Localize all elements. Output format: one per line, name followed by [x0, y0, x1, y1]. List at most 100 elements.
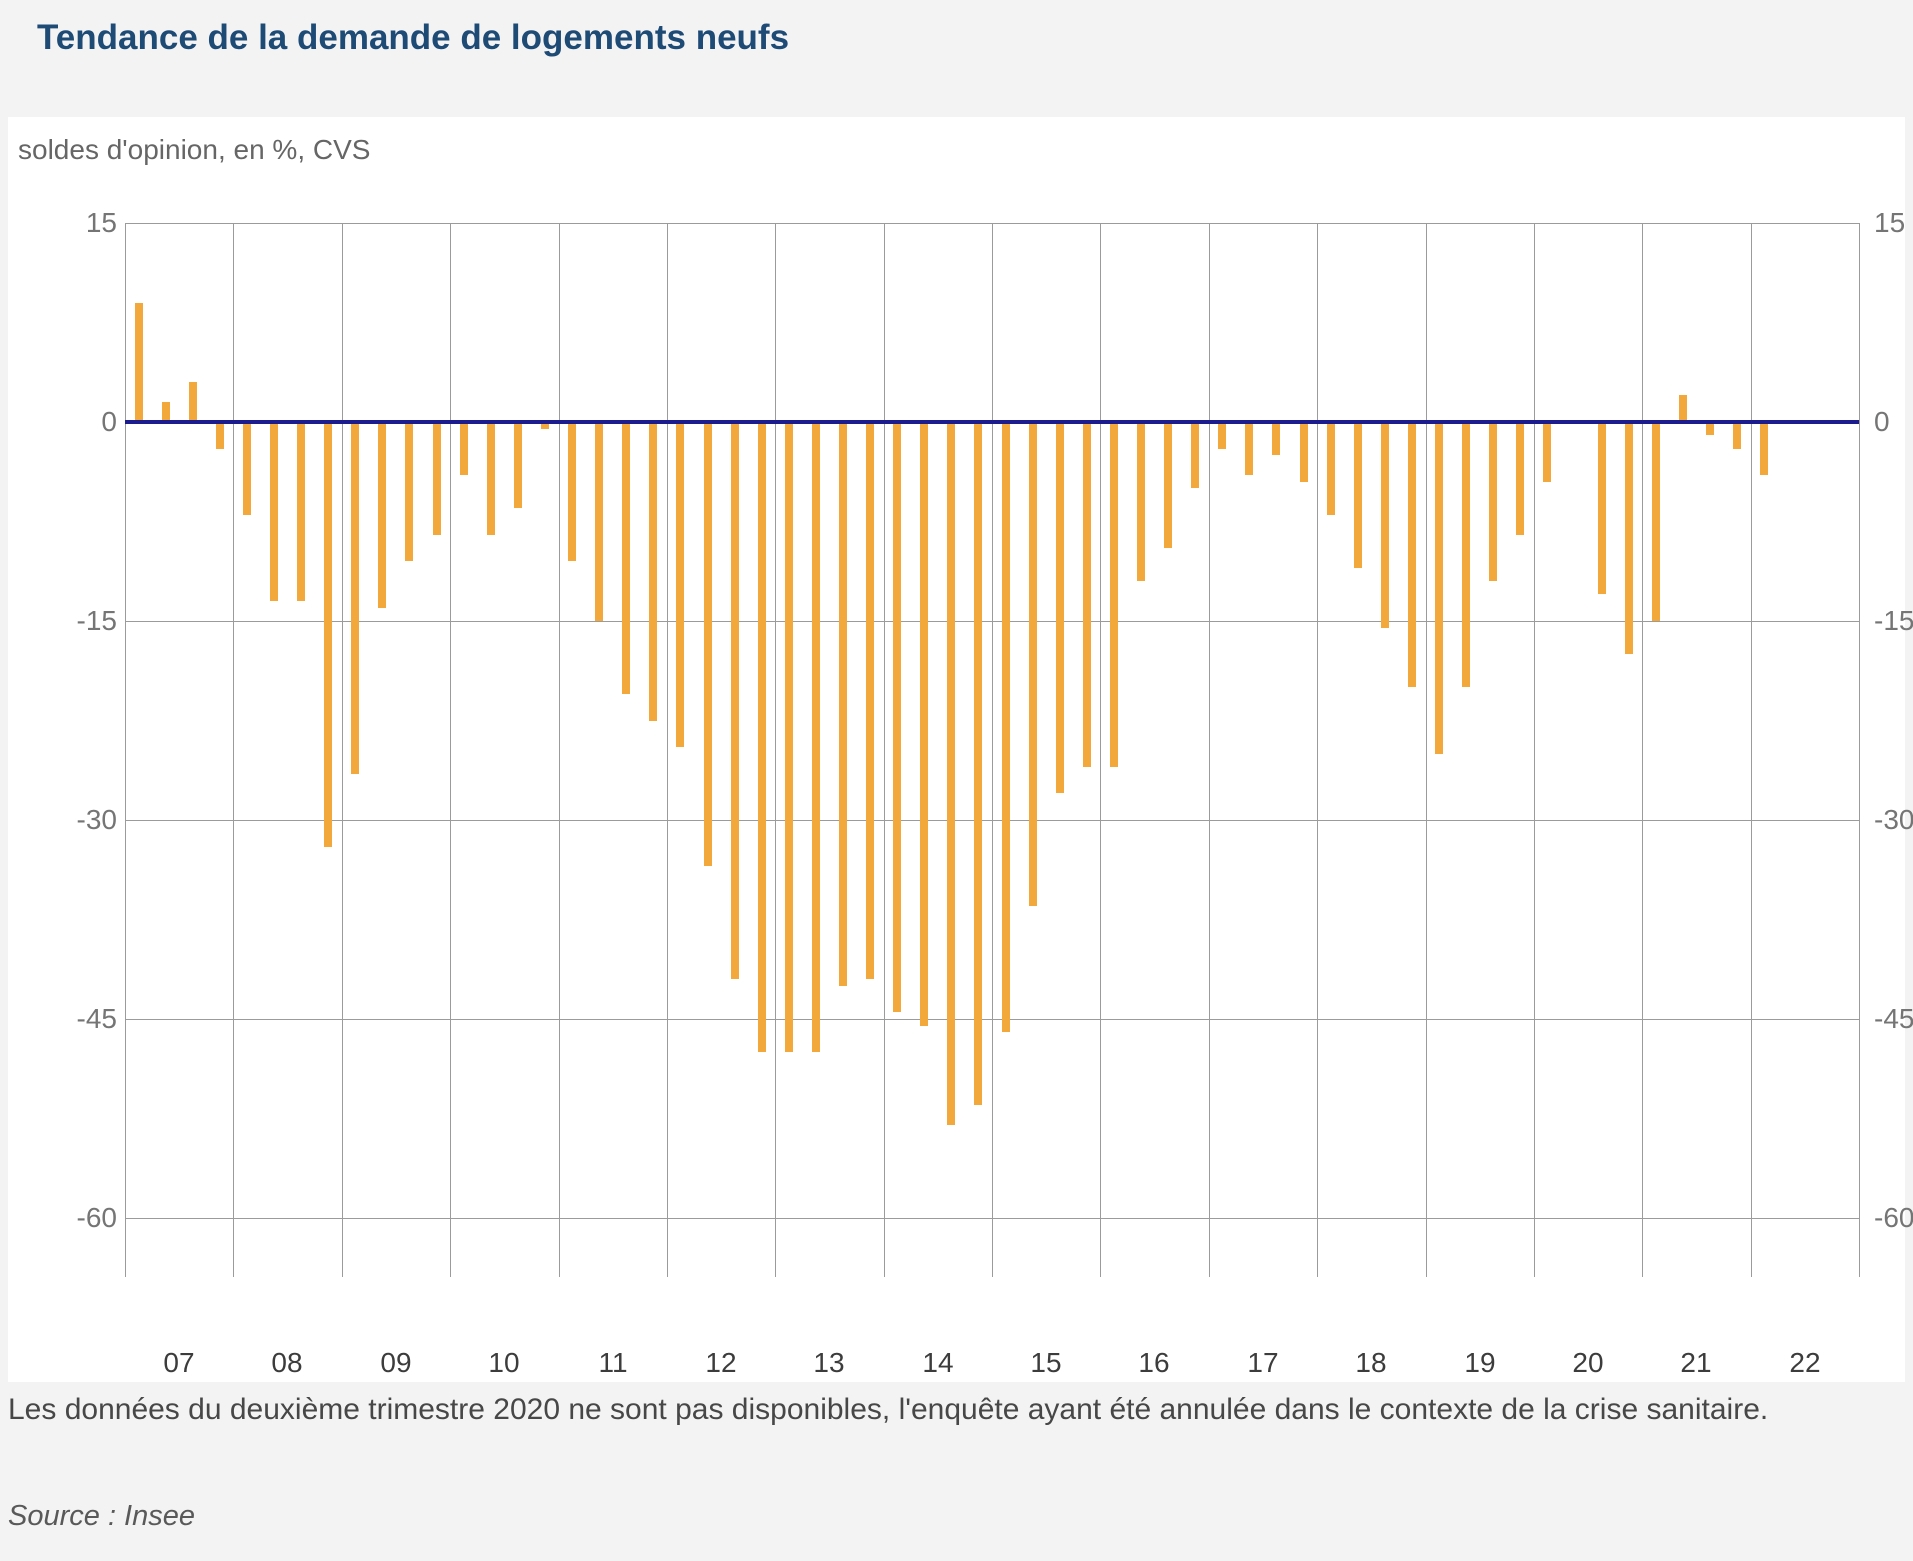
bar-2021-q1: [1652, 422, 1660, 621]
x-axis-label-20: 20: [1572, 1347, 1604, 1378]
year-gridline: [1642, 223, 1643, 1277]
year-gridline: [1751, 223, 1752, 1277]
year-gridline: [450, 223, 451, 1277]
bar-2018-q3: [1381, 422, 1389, 628]
bar-2014-q1: [893, 422, 901, 1012]
bar-2009-q3: [405, 422, 413, 561]
bar-2007-q2: [162, 402, 170, 422]
year-gridline: [233, 223, 234, 1277]
bar-2020-q1: [1543, 422, 1551, 482]
caption-band: Les données du deuxième trimestre 2020 n…: [0, 1382, 1913, 1561]
bar-2011-q1: [568, 422, 576, 561]
bar-2011-q4: [649, 422, 657, 721]
chart-panel: soldes d'opinion, en %, CVS 15 15 0 0 -15 -15…: [8, 117, 1913, 1382]
bar-2008-q3: [297, 422, 305, 601]
bar-2013-q1: [785, 422, 793, 1052]
y-axis-label-left-0: 0: [101, 406, 117, 437]
y-axis-label-left--30: -30: [76, 804, 117, 835]
bar-2011-q3: [622, 422, 630, 694]
bar-2015-q3: [1056, 422, 1064, 793]
year-gridline: [884, 223, 885, 1277]
bar-2012-q1: [676, 422, 684, 747]
year-gridline: [667, 223, 668, 1277]
bar-2021-q2: [1679, 395, 1687, 422]
chart-caption: Les données du deuxième trimestre 2020 n…: [8, 1393, 1769, 1426]
zero-axis-line: [125, 420, 1859, 424]
bar-2007-q3: [189, 382, 197, 422]
page-title: Tendance de la demande de logements neuf…: [37, 18, 790, 57]
bar-2010-q4: [541, 422, 549, 429]
year-gridline: [1426, 223, 1427, 1277]
bar-2010-q3: [514, 422, 522, 508]
bar-2008-q4: [324, 422, 332, 847]
bar-2016-q2: [1137, 422, 1145, 581]
x-axis-label-16: 16: [1138, 1347, 1170, 1378]
bar-2021-q4: [1733, 422, 1741, 449]
y-axis-label-right--15: -15: [1874, 605, 1913, 636]
x-axis-label-09: 09: [380, 1347, 412, 1378]
bar-2009-q2: [378, 422, 386, 608]
bar-2007-q1: [135, 303, 143, 422]
y-axis-label-right-15: 15: [1874, 207, 1906, 238]
y-axis-label-right--45: -45: [1874, 1003, 1913, 1034]
x-axis-label-12: 12: [705, 1347, 737, 1378]
year-gridline: [1209, 223, 1210, 1277]
bar-2021-q3: [1706, 422, 1714, 435]
bar-2017-q4: [1300, 422, 1308, 482]
y-axis-label-left--15: -15: [76, 605, 117, 636]
x-axis-label-19: 19: [1464, 1347, 1496, 1378]
y-axis-label-left-15: 15: [85, 207, 117, 238]
bar-2018-q4: [1408, 422, 1416, 687]
y-axis-label-right--30: -30: [1874, 804, 1913, 835]
bar-2016-q3: [1164, 422, 1172, 548]
y-axis-label-left--60: -60: [76, 1202, 117, 1233]
chart-plot-area: 15 15 0 0 -15 -15 -30 -30 -45 -45 -60 -60 07 08 09 10 11…: [77, 209, 1913, 1379]
bar-2014-q2: [920, 422, 928, 1026]
bar-2015-q1: [1002, 422, 1010, 1032]
x-axis-label-08: 08: [271, 1347, 303, 1378]
x-axis-label-14: 14: [922, 1347, 954, 1378]
bar-2013-q2: [812, 422, 820, 1052]
x-axis-label-22: 22: [1789, 1347, 1821, 1378]
bar-2013-q4: [866, 422, 874, 979]
x-axis-label-18: 18: [1355, 1347, 1387, 1378]
y-axis-label-left--45: -45: [76, 1003, 117, 1034]
y-axis-label-right--60: -60: [1874, 1202, 1913, 1233]
bar-2019-q1: [1435, 422, 1443, 754]
bar-2017-q2: [1245, 422, 1253, 475]
year-gridline: [775, 223, 776, 1277]
year-gridline: [342, 223, 343, 1277]
y-axis-label-right-0: 0: [1874, 406, 1890, 437]
bar-2015-q4: [1083, 422, 1091, 767]
bar-2013-q3: [839, 422, 847, 986]
bar-2009-q1: [351, 422, 359, 774]
bar-2019-q2: [1462, 422, 1470, 687]
bar-2017-q1: [1218, 422, 1226, 449]
bar-2019-q3: [1489, 422, 1497, 581]
year-gridline: [992, 223, 993, 1277]
year-gridline: [559, 223, 560, 1277]
x-axis-label-11: 11: [598, 1347, 628, 1378]
bar-2016-q1: [1110, 422, 1118, 767]
bar-2010-q1: [460, 422, 468, 475]
x-axis-label-10: 10: [488, 1347, 520, 1378]
bar-2014-q3: [947, 422, 955, 1125]
x-axis-label-13: 13: [813, 1347, 845, 1378]
bar-2014-q4: [974, 422, 982, 1105]
bar-2015-q2: [1029, 422, 1037, 906]
x-axis-label-07: 07: [163, 1347, 195, 1378]
bar-2008-q2: [270, 422, 278, 601]
bar-2018-q1: [1327, 422, 1335, 515]
bar-2011-q2: [595, 422, 603, 621]
year-gridline: [1859, 223, 1860, 1277]
bar-2007-q4: [216, 422, 224, 449]
x-axis-label-15: 15: [1030, 1347, 1062, 1378]
bar-2017-q3: [1272, 422, 1280, 455]
bar-2020-q4: [1625, 422, 1633, 654]
x-axis-label-17: 17: [1247, 1347, 1279, 1378]
bar-2009-q4: [433, 422, 441, 535]
bar-2022-q1: [1760, 422, 1768, 475]
year-gridline: [1534, 223, 1535, 1277]
bar-2016-q4: [1191, 422, 1199, 488]
bar-2019-q4: [1516, 422, 1524, 535]
